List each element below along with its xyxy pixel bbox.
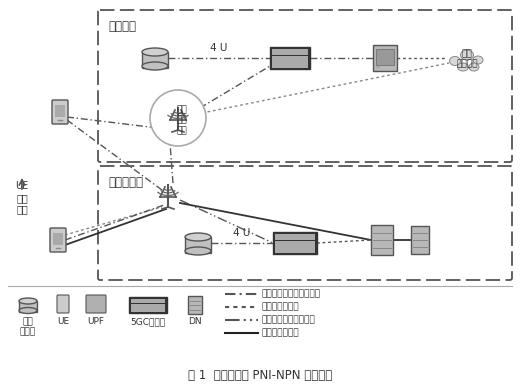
FancyBboxPatch shape xyxy=(52,100,68,124)
Text: DN: DN xyxy=(188,317,202,326)
Text: 公众网络: 公众网络 xyxy=(108,20,136,33)
Text: 4 U: 4 U xyxy=(233,228,251,238)
Bar xyxy=(270,47,310,69)
Bar xyxy=(373,45,397,71)
Text: 公共
承载
网络: 公共 承载 网络 xyxy=(177,105,187,135)
Bar xyxy=(53,233,63,245)
Text: UE: UE xyxy=(57,317,69,326)
Circle shape xyxy=(150,90,206,146)
Ellipse shape xyxy=(142,62,168,70)
Ellipse shape xyxy=(185,247,211,255)
Text: 私网用户面数据: 私网用户面数据 xyxy=(262,328,300,337)
Ellipse shape xyxy=(461,50,474,60)
Bar xyxy=(272,55,308,62)
Bar xyxy=(411,226,429,254)
Bar xyxy=(55,105,65,117)
Ellipse shape xyxy=(142,48,168,56)
Ellipse shape xyxy=(458,63,469,71)
Bar xyxy=(19,301,37,312)
Text: 公网用户面数据: 公网用户面数据 xyxy=(262,303,300,312)
Text: 非公众网络: 非公众网络 xyxy=(108,176,143,189)
Text: 4 U: 4 U xyxy=(210,43,228,53)
Text: 签约
数据库: 签约 数据库 xyxy=(20,317,36,337)
Ellipse shape xyxy=(449,57,461,66)
Bar xyxy=(131,303,165,307)
Ellipse shape xyxy=(19,307,37,314)
Text: UPF: UPF xyxy=(87,317,105,326)
Ellipse shape xyxy=(469,63,479,71)
Bar xyxy=(129,297,167,313)
Text: 图 1  标准定义的 PNI-NPN 组网方案: 图 1 标准定义的 PNI-NPN 组网方案 xyxy=(188,369,332,382)
Bar xyxy=(185,237,211,253)
FancyBboxPatch shape xyxy=(86,295,106,313)
Text: 私网会话建立控制信令: 私网会话建立控制信令 xyxy=(262,316,316,324)
Bar xyxy=(272,62,308,68)
Bar xyxy=(275,241,315,246)
Ellipse shape xyxy=(185,233,211,241)
Bar xyxy=(376,49,394,65)
Text: 公共
网络服务: 公共 网络服务 xyxy=(456,49,478,69)
Ellipse shape xyxy=(19,298,37,304)
Bar xyxy=(131,308,165,312)
Bar xyxy=(371,225,393,255)
Bar xyxy=(131,299,165,303)
Bar xyxy=(272,49,308,55)
FancyBboxPatch shape xyxy=(57,295,69,313)
Bar xyxy=(275,247,315,253)
Text: 5GC核心网: 5GC核心网 xyxy=(131,317,165,326)
Ellipse shape xyxy=(473,56,483,64)
Bar xyxy=(188,296,202,314)
Bar xyxy=(275,234,315,240)
FancyBboxPatch shape xyxy=(50,228,66,252)
Bar xyxy=(142,52,168,68)
Text: UE
位置
更新: UE 位置 更新 xyxy=(16,181,29,215)
Text: 公网控制信令，用户接入: 公网控制信令，用户接入 xyxy=(262,289,321,298)
Bar xyxy=(273,232,317,254)
